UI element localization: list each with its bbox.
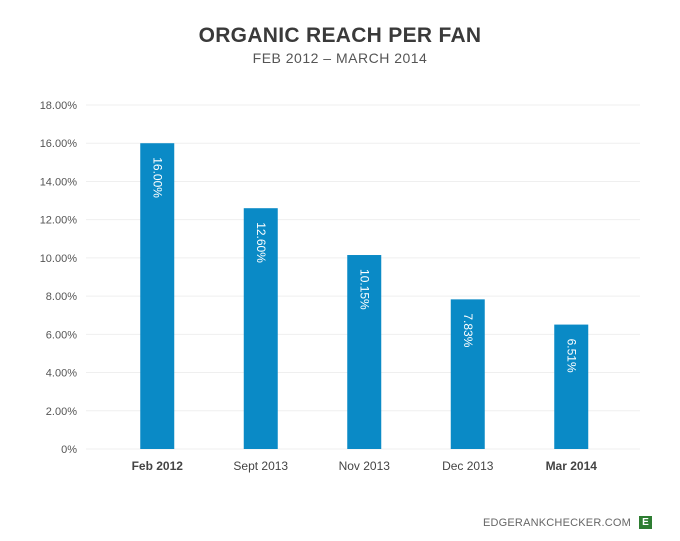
data-label: 10.15% (357, 269, 371, 310)
chart-subtitle: FEB 2012 – MARCH 2014 (252, 50, 428, 66)
x-tick-label: Nov 2013 (339, 459, 391, 473)
bar (554, 324, 589, 449)
x-tick-label: Dec 2013 (442, 459, 494, 473)
y-tick-label: 16.00% (40, 138, 78, 150)
y-tick-label: 14.00% (40, 176, 78, 188)
y-tick-label: 18.00% (40, 100, 78, 112)
data-label: 16.00% (150, 157, 164, 198)
chart-title: ORGANIC REACH PER FAN (198, 24, 482, 47)
y-tick-label: 4.00% (46, 368, 77, 380)
y-tick-label: 8.00% (46, 291, 77, 303)
y-tick-label: 6.00% (46, 329, 77, 341)
y-tick-label: 2.00% (46, 406, 77, 418)
y-tick-label: 0% (61, 444, 77, 456)
data-label: 7.83% (461, 313, 475, 347)
x-tick-label: Feb 2012 (132, 459, 184, 473)
bar (140, 143, 175, 449)
x-tick-label: Mar 2014 (546, 459, 598, 473)
site-name: EDGERANKCHECKER.COM (482, 516, 631, 529)
bar (450, 299, 485, 449)
y-tick-label: 10.00% (40, 253, 78, 265)
data-label: 12.60% (254, 222, 268, 263)
logo-icon: E (639, 516, 652, 529)
bar (347, 255, 382, 449)
y-tick-label: 12.00% (40, 215, 78, 227)
bar (243, 208, 278, 449)
footer: EDGERANKCHECKER.COM E (483, 516, 652, 529)
data-label: 6.51% (564, 339, 578, 373)
x-tick-label: Sept 2013 (233, 459, 288, 473)
